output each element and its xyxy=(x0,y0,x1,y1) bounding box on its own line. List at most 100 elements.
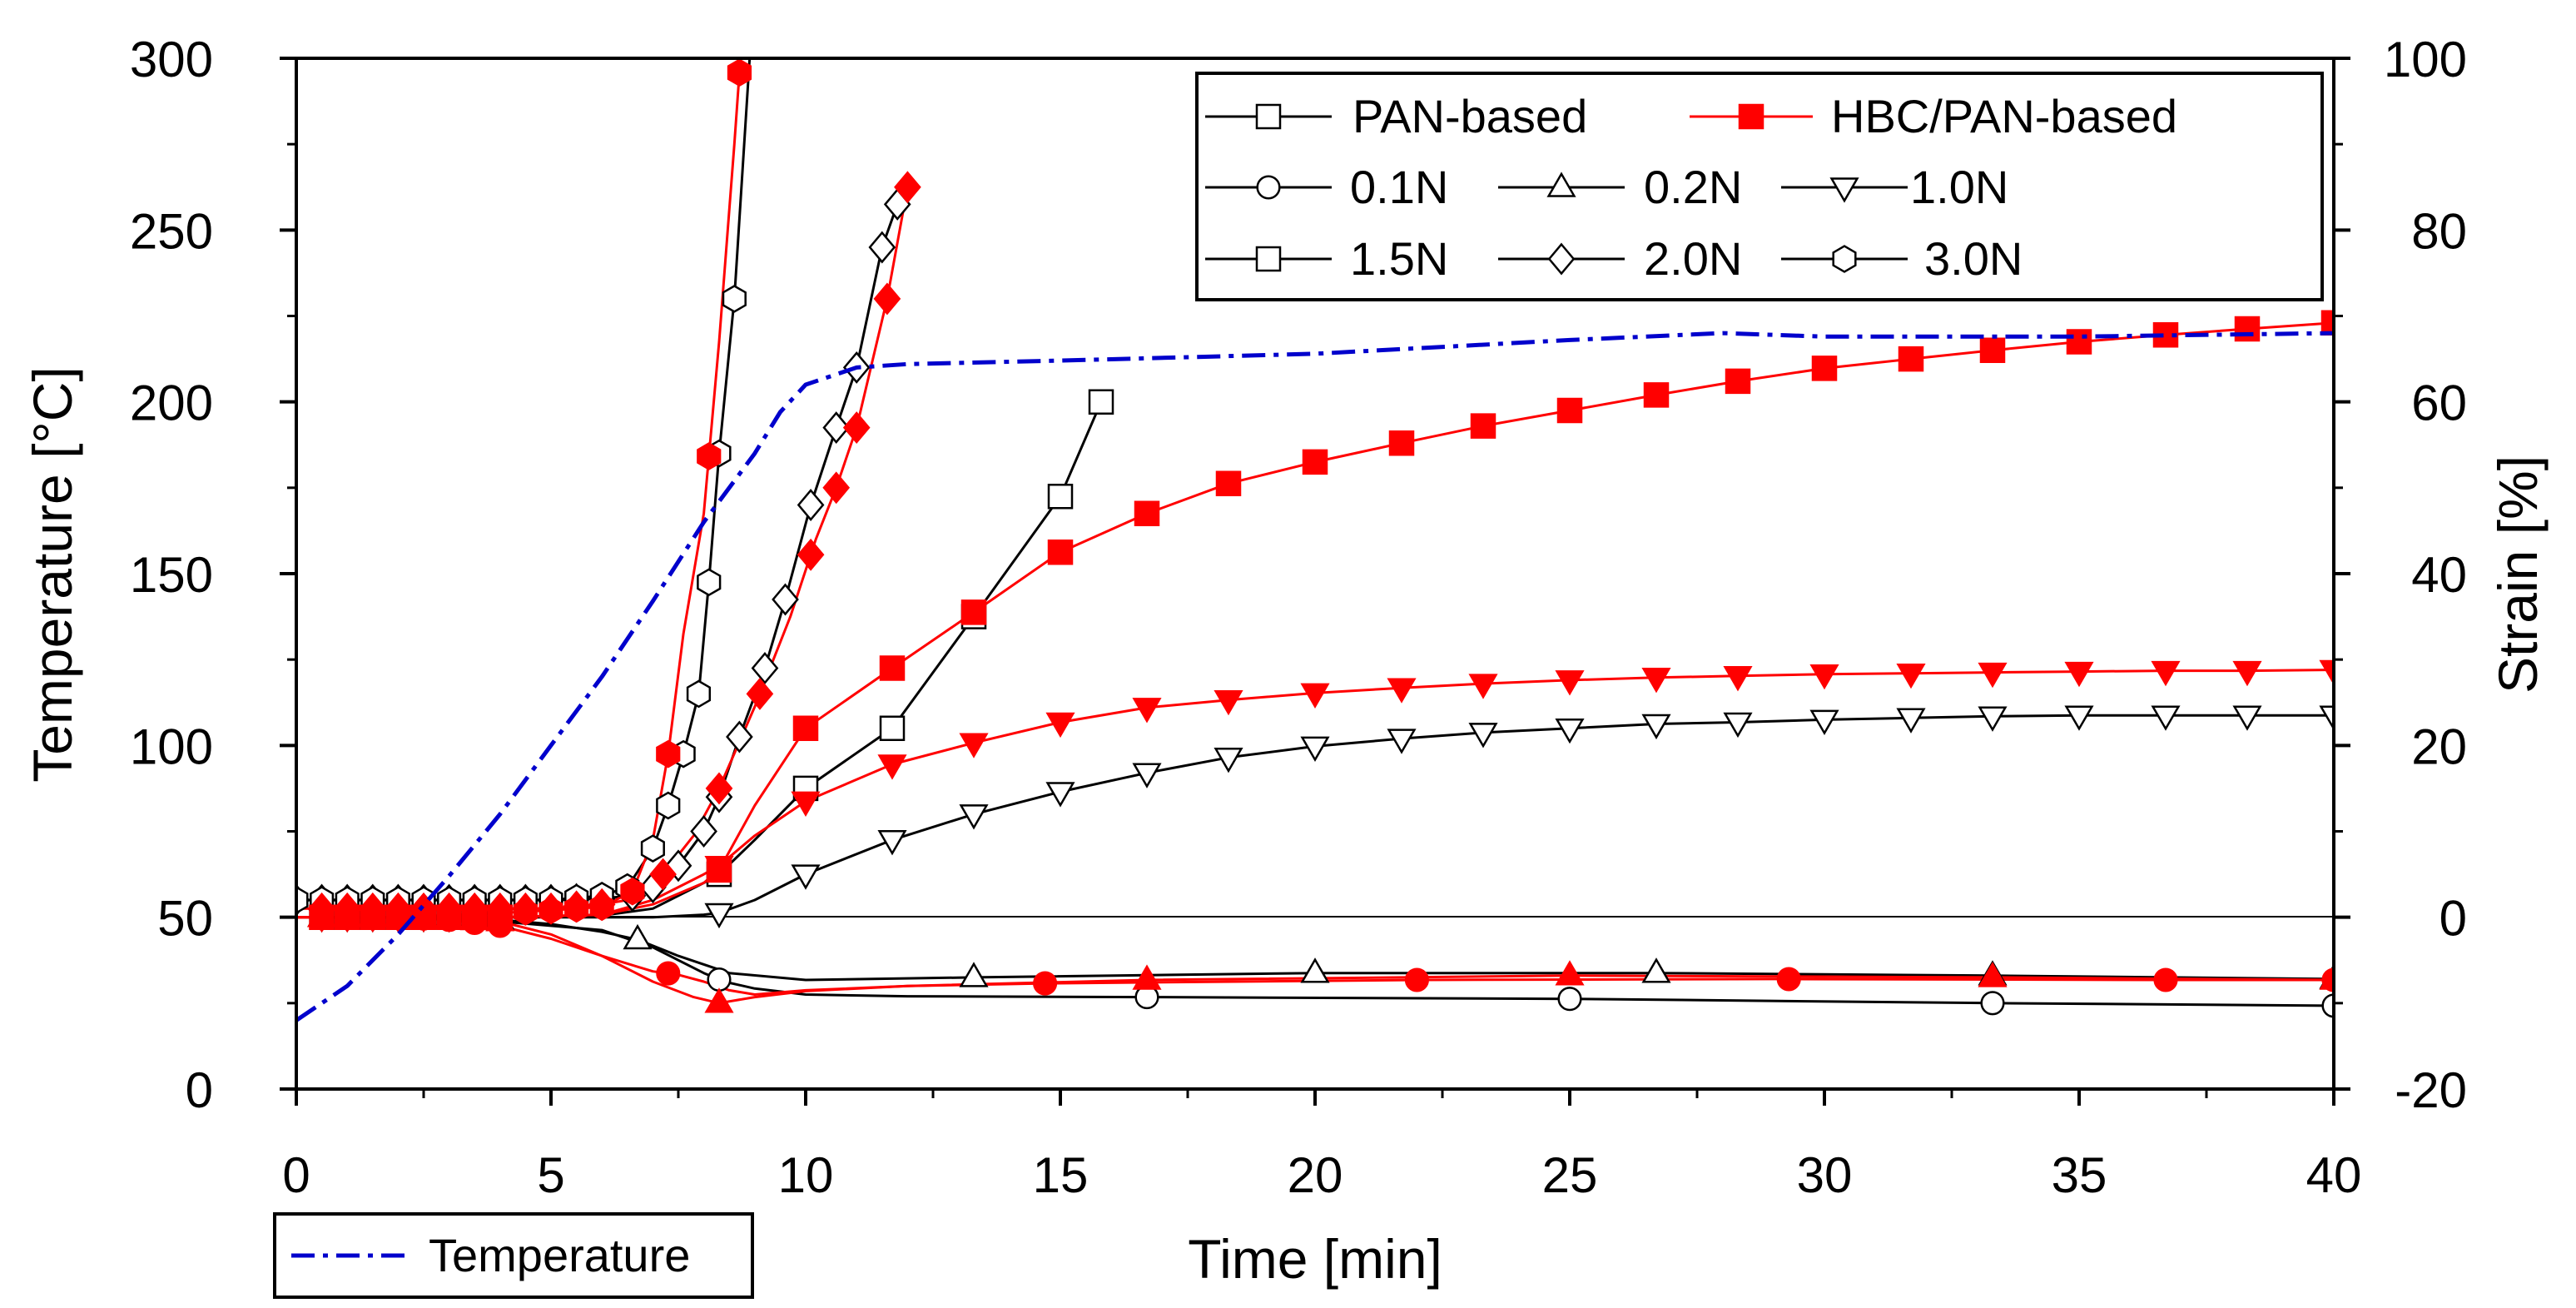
data-point-HBC-PAN-based-1.5N-16 xyxy=(1388,430,1415,456)
data-point-HBC-PAN-based-3.0N-14 xyxy=(697,442,722,470)
data-point-HBC-PAN-based-3.0N-7 xyxy=(488,898,513,928)
y-left-tick-label: 50 xyxy=(157,891,213,947)
data-point-HBC-PAN-based-3.0N-2 xyxy=(360,903,385,932)
ticks-layer: 0 5 10 15 20 25 30 35 40 0 50 100 150 200 250 300 -20 0 20… xyxy=(130,32,2467,1203)
y-left-tick-label: 0 xyxy=(186,1062,213,1118)
temperature-layer xyxy=(296,331,2334,1022)
data-point-HBC-PAN-based-3.0N-15 xyxy=(727,58,752,87)
data-point-HBC-PAN-based-2.0N-15 xyxy=(797,538,825,571)
y-right-tick-label: 100 xyxy=(2384,32,2467,87)
data-point-PAN-based-1.0N-16 xyxy=(1387,729,1417,754)
data-point-PAN-based-1.0N-14 xyxy=(1214,748,1243,773)
data-point-HBC-PAN-based-1.5N-27 xyxy=(2320,310,2334,336)
legend-label-3.0N: 3.0N xyxy=(1924,232,2023,285)
data-point-HBC-PAN-based-1.0N-12 xyxy=(1045,712,1075,739)
data-point-PAN-based-2.0N-16 xyxy=(690,815,717,848)
y-right-tick-label: 40 xyxy=(2411,547,2467,603)
data-point-PAN-based-1.0N-22 xyxy=(1896,708,1926,734)
data-point-HBC-PAN-based-1.5N-18 xyxy=(1556,397,1583,424)
data-point-HBC-PAN-based-1.5N-19 xyxy=(1643,382,1670,408)
data-point-PAN-based-3.0N-0 xyxy=(296,886,309,914)
data-point-HBC-PAN-based-0.2N-8 xyxy=(704,987,734,1013)
data-point-HBC-PAN-based-3.0N-4 xyxy=(411,902,436,931)
data-point-HBC-PAN-based-1.5N-11 xyxy=(960,599,987,625)
temperature-curve xyxy=(296,331,2334,1022)
legend-label-2.0N: 2.0N xyxy=(1644,232,1742,285)
data-point-HBC-PAN-based-1.5N-25 xyxy=(2152,321,2179,348)
data-point-HBC-PAN-based-3.0N-8 xyxy=(513,898,538,926)
y-right-tick-label: 0 xyxy=(2440,891,2467,947)
legend-label-1.0N: 1.0N xyxy=(1910,161,2008,213)
series-line-HBC-PAN-based-1.5N xyxy=(296,321,2334,919)
data-point-PAN-based-2.0N-20 xyxy=(772,583,799,616)
right-axis-title: Strain [%] xyxy=(2487,455,2549,694)
data-point-HBC-PAN-based-0.1N-12 xyxy=(2153,967,2178,992)
data-point-PAN-based-1.0N-18 xyxy=(1555,718,1585,744)
y-right-tick-label: 20 xyxy=(2411,719,2467,774)
data-point-PAN-based-0.2N-10 xyxy=(1300,957,1330,983)
data-point-HBC-PAN-based-1.0N-24 xyxy=(2064,661,2094,688)
data-point-HBC-PAN-based-1.5N-12 xyxy=(1047,539,1074,565)
data-point-PAN-based-1.0N-20 xyxy=(1723,712,1753,739)
data-point-HBC-PAN-based-0.1N-10 xyxy=(1404,967,1429,992)
data-point-HBC-PAN-based-1.0N-27 xyxy=(2319,659,2334,686)
series-line-PAN-based-3.0N xyxy=(296,58,752,902)
y-left-tick-label: 200 xyxy=(130,375,213,431)
data-point-HBC-PAN-based-3.0N-6 xyxy=(462,899,487,928)
data-point-HBC-PAN-based-1.5N-10 xyxy=(879,655,906,681)
data-point-HBC-PAN-based-1.5N-8 xyxy=(706,857,732,883)
y-left-tick-label: 250 xyxy=(130,203,213,259)
data-point-HBC-PAN-based-1.5N-14 xyxy=(1215,470,1242,496)
data-point-HBC-PAN-based-2.0N-19 xyxy=(894,171,921,204)
data-point-PAN-based-1.0N-23 xyxy=(1978,706,2008,732)
legend-sample-hbc-marker xyxy=(1738,103,1764,130)
data-point-HBC-PAN-based-0.1N-11 xyxy=(1776,967,1801,992)
temperature-legend: Temperature xyxy=(273,1212,754,1299)
data-point-HBC-PAN-based-1.0N-9 xyxy=(791,791,821,817)
legend-label-pan: PAN-based xyxy=(1353,90,1587,142)
data-point-PAN-based-3.0N-14 xyxy=(640,834,665,863)
data-point-PAN-based-1.0N-13 xyxy=(1132,763,1162,788)
data-point-HBC-PAN-based-1.0N-20 xyxy=(1723,666,1753,692)
legend-sample-1.0N-marker xyxy=(1829,177,1859,203)
data-point-PAN-based-1.0N-21 xyxy=(1809,709,1839,735)
data-point-HBC-PAN-based-1.0N-21 xyxy=(1809,664,1839,690)
data-point-HBC-PAN-based-3.0N-5 xyxy=(437,901,462,929)
marker-layer xyxy=(296,58,2334,1018)
data-point-PAN-based-1.0N-27 xyxy=(2319,705,2334,731)
data-point-HBC-PAN-based-1.5N-9 xyxy=(792,715,819,741)
data-point-HBC-PAN-based-1.0N-13 xyxy=(1132,698,1162,724)
data-point-HBC-PAN-based-3.0N-10 xyxy=(564,894,589,923)
data-point-PAN-based-1.0N-12 xyxy=(1045,782,1075,808)
data-point-HBC-PAN-based-1.5N-22 xyxy=(1898,346,1924,372)
data-point-HBC-PAN-based-2.0N-17 xyxy=(842,411,871,445)
data-point-HBC-PAN-based-1.5N-17 xyxy=(1470,413,1496,439)
data-point-HBC-PAN-based-1.0N-23 xyxy=(1978,662,2008,689)
x-tick-label: 20 xyxy=(1288,1147,1343,1203)
data-point-HBC-PAN-based-1.5N-26 xyxy=(2234,316,2261,342)
data-point-HBC-PAN-based-2.0N-14 xyxy=(746,677,774,710)
data-point-HBC-PAN-based-0.1N-9 xyxy=(1033,971,1058,996)
x-tick-label: 5 xyxy=(537,1147,564,1203)
data-point-HBC-PAN-based-1.0N-22 xyxy=(1896,663,1926,689)
data-point-HBC-PAN-based-1.0N-26 xyxy=(2232,660,2262,687)
data-point-HBC-PAN-based-2.0N-12 xyxy=(649,858,677,891)
data-point-HBC-PAN-based-3.0N-9 xyxy=(539,896,563,925)
data-point-HBC-PAN-based-1.0N-10 xyxy=(877,754,907,780)
series-line-PAN-based-0.1N xyxy=(296,916,2334,1007)
data-point-PAN-based-3.0N-20 xyxy=(722,285,747,313)
data-point-HBC-PAN-based-0.1N-8 xyxy=(656,961,681,986)
data-point-PAN-based-1.0N-19 xyxy=(1641,714,1671,740)
y-left-tick-label: 150 xyxy=(130,547,213,603)
data-point-PAN-based-2.0N-24 xyxy=(868,231,896,264)
y-left-tick-label: 100 xyxy=(130,719,213,774)
data-point-PAN-based-1.0N-10 xyxy=(877,830,907,856)
data-point-HBC-PAN-based-1.5N-15 xyxy=(1302,449,1328,475)
data-point-PAN-based-0.1N-8 xyxy=(707,967,732,992)
legend-label-0.1N: 0.1N xyxy=(1350,161,1448,213)
data-point-PAN-based-1.0N-26 xyxy=(2232,705,2262,731)
legend-sample-3.0N-marker xyxy=(1832,245,1857,273)
x-tick-label: 25 xyxy=(1542,1147,1598,1203)
x-tick-label: 30 xyxy=(1797,1147,1853,1203)
data-point-HBC-PAN-based-0.2N-12 xyxy=(2319,964,2334,990)
